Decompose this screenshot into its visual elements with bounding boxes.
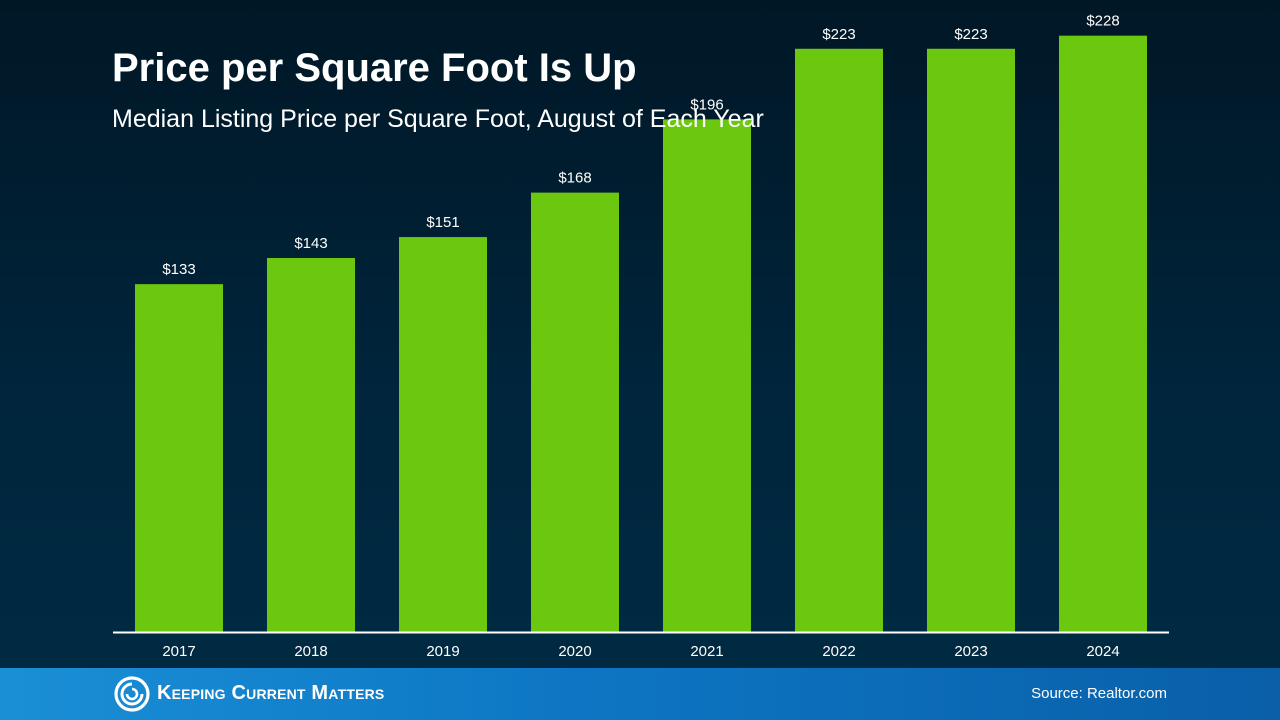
category-label-2022: 2022 bbox=[822, 643, 855, 660]
value-labels-group: $133 $143 $151 $168 $196 $223 $223 $228 bbox=[162, 13, 1119, 278]
bar-2024 bbox=[1059, 35, 1147, 632]
bar-2023 bbox=[927, 48, 1015, 633]
value-label-2018: $143 bbox=[294, 235, 327, 252]
source-note: Source: Realtor.com bbox=[1031, 685, 1167, 702]
bar-2021 bbox=[663, 119, 751, 632]
value-label-2023: $223 bbox=[954, 26, 987, 43]
bar-2019 bbox=[399, 237, 487, 633]
value-label-2022: $223 bbox=[822, 26, 855, 43]
chart-subtitle: Median Listing Price per Square Foot, Au… bbox=[112, 105, 764, 133]
value-label-2024: $228 bbox=[1086, 13, 1119, 30]
value-label-2017: $133 bbox=[162, 261, 195, 278]
bar-2020 bbox=[531, 192, 619, 632]
value-label-2021: $196 bbox=[690, 96, 723, 113]
bar-2018 bbox=[267, 258, 355, 632]
category-label-2018: 2018 bbox=[294, 643, 327, 660]
category-label-2021: 2021 bbox=[690, 643, 723, 660]
category-label-2019: 2019 bbox=[426, 643, 459, 660]
value-label-2020: $168 bbox=[558, 170, 591, 187]
chart-title: Price per Square Foot Is Up bbox=[112, 46, 637, 90]
footer-bar: Keeping Current Matters Source: Realtor.… bbox=[0, 668, 1280, 720]
bar-2017 bbox=[135, 284, 223, 632]
category-label-2023: 2023 bbox=[954, 643, 987, 660]
swirl-logo-icon bbox=[114, 676, 150, 712]
bar-2022 bbox=[795, 48, 883, 633]
bar-chart: $133$143$151$168$196$223 $223$228 2017 201… bbox=[135, 13, 1147, 660]
bars-group bbox=[135, 35, 1147, 633]
value-label-2019: $151 bbox=[426, 214, 459, 231]
category-label-2017: 2017 bbox=[162, 643, 195, 660]
brand-name: Keeping Current Matters bbox=[157, 682, 385, 704]
category-labels-group: 2017 2018 2019 2020 2021 2022 2023 2024 bbox=[162, 643, 1119, 660]
category-label-2024: 2024 bbox=[1086, 643, 1119, 660]
category-label-2020: 2020 bbox=[558, 643, 591, 660]
